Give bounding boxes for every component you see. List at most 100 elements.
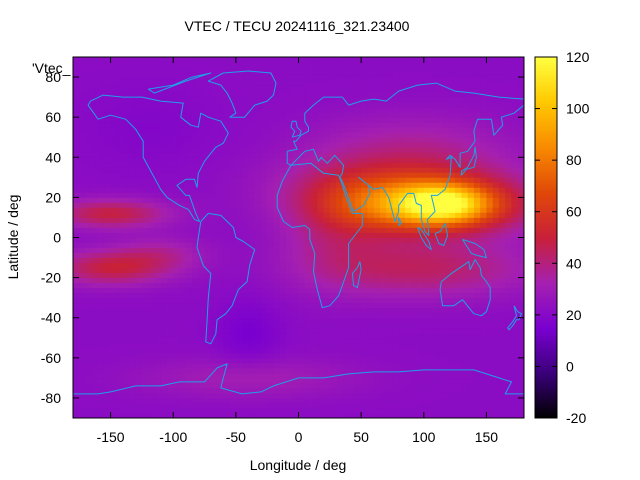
heatmap-cell	[486, 362, 494, 369]
heatmap-cell	[166, 147, 174, 153]
heatmap-cell	[304, 267, 312, 273]
heatmap-cell	[242, 217, 249, 223]
heatmap-cell	[116, 172, 124, 178]
heatmap-cell	[116, 257, 124, 263]
heatmap-cell	[85, 207, 93, 213]
heatmap-cell	[254, 282, 262, 289]
heatmap-cell	[79, 257, 86, 263]
heatmap-cell	[223, 162, 230, 168]
heatmap-cell	[229, 217, 237, 223]
heatmap-cell	[292, 192, 299, 198]
heatmap-cell	[411, 82, 418, 88]
heatmap-cell	[511, 237, 519, 243]
heatmap-cell	[311, 212, 318, 218]
heatmap-cell	[98, 337, 105, 344]
heatmap-cell	[135, 357, 143, 364]
heatmap-cell	[254, 357, 262, 364]
heatmap-cell	[455, 367, 462, 374]
heatmap-cell	[273, 87, 281, 93]
heatmap-cell	[480, 287, 487, 294]
heatmap-cell	[329, 357, 337, 364]
heatmap-cell	[373, 387, 381, 394]
heatmap-cell	[267, 337, 274, 344]
heatmap-cell	[73, 387, 80, 394]
heatmap-cell	[417, 397, 425, 404]
heatmap-cell	[166, 217, 174, 223]
heatmap-cell	[217, 192, 224, 198]
heatmap-cell	[354, 287, 362, 294]
heatmap-cell	[430, 212, 437, 218]
heatmap-cell	[304, 192, 312, 198]
heatmap-cell	[498, 402, 506, 409]
heatmap-cell	[480, 247, 487, 253]
heatmap-cell	[423, 222, 431, 228]
heatmap-cell	[235, 97, 243, 103]
heatmap-cell	[392, 287, 400, 294]
heatmap-cell	[91, 217, 99, 223]
heatmap-cell	[98, 322, 105, 329]
heatmap-cell	[160, 132, 168, 138]
heatmap-cell	[210, 262, 218, 268]
heatmap-cell	[210, 332, 218, 339]
heatmap-cell	[492, 207, 500, 213]
heatmap-cell	[417, 272, 425, 279]
heatmap-cell	[148, 347, 155, 354]
heatmap-cell	[511, 137, 519, 143]
heatmap-cell	[411, 402, 418, 409]
heatmap-cell	[461, 302, 469, 309]
heatmap-cell	[317, 377, 324, 384]
heatmap-cell	[91, 352, 99, 359]
heatmap-cell	[217, 147, 224, 153]
heatmap-cell	[254, 137, 262, 143]
heatmap-cell	[455, 402, 462, 409]
heatmap-cell	[185, 262, 193, 268]
heatmap-cell	[91, 127, 99, 133]
heatmap-cell	[248, 382, 256, 389]
heatmap-cell	[373, 327, 381, 334]
heatmap-cell	[486, 192, 494, 198]
heatmap-cell	[204, 222, 212, 228]
heatmap-cell	[379, 372, 387, 379]
heatmap-cell	[285, 357, 293, 364]
heatmap-cell	[166, 132, 174, 138]
heatmap-cell	[348, 387, 356, 394]
heatmap-cell	[379, 287, 387, 294]
heatmap-cell	[304, 282, 312, 289]
heatmap-cell	[461, 182, 469, 188]
heatmap-cell	[223, 302, 230, 309]
heatmap-cell	[173, 342, 180, 349]
heatmap-cell	[217, 127, 224, 133]
heatmap-cell	[141, 222, 149, 228]
heatmap-cell	[404, 142, 412, 148]
heatmap-cell	[317, 347, 324, 354]
heatmap-cell	[323, 377, 331, 384]
heatmap-cell	[260, 192, 268, 198]
heatmap-cell	[104, 182, 111, 188]
heatmap-cell	[417, 237, 425, 243]
heatmap-cell	[292, 187, 299, 193]
heatmap-cell	[336, 167, 343, 173]
heatmap-cell	[373, 172, 381, 178]
heatmap-cell	[223, 392, 230, 399]
heatmap-cell	[254, 392, 262, 399]
heatmap-cell	[455, 357, 462, 364]
heatmap-cell	[154, 152, 162, 158]
heatmap-cell	[379, 192, 387, 198]
heatmap-cell	[160, 402, 168, 409]
heatmap-cell	[411, 397, 418, 404]
heatmap-cell	[104, 277, 111, 284]
heatmap-cell	[123, 132, 130, 138]
heatmap-cell	[217, 372, 224, 379]
heatmap-cell	[179, 392, 187, 399]
heatmap-cell	[123, 372, 130, 379]
heatmap-cell	[79, 92, 86, 98]
heatmap-cell	[85, 107, 93, 113]
heatmap-cell	[480, 137, 487, 143]
heatmap-cell	[217, 302, 224, 309]
heatmap-cell	[285, 187, 293, 193]
heatmap-cell	[173, 302, 180, 309]
heatmap-cell	[505, 142, 512, 148]
heatmap-cell	[198, 167, 205, 173]
heatmap-cell	[223, 407, 230, 414]
heatmap-cell	[141, 407, 149, 414]
